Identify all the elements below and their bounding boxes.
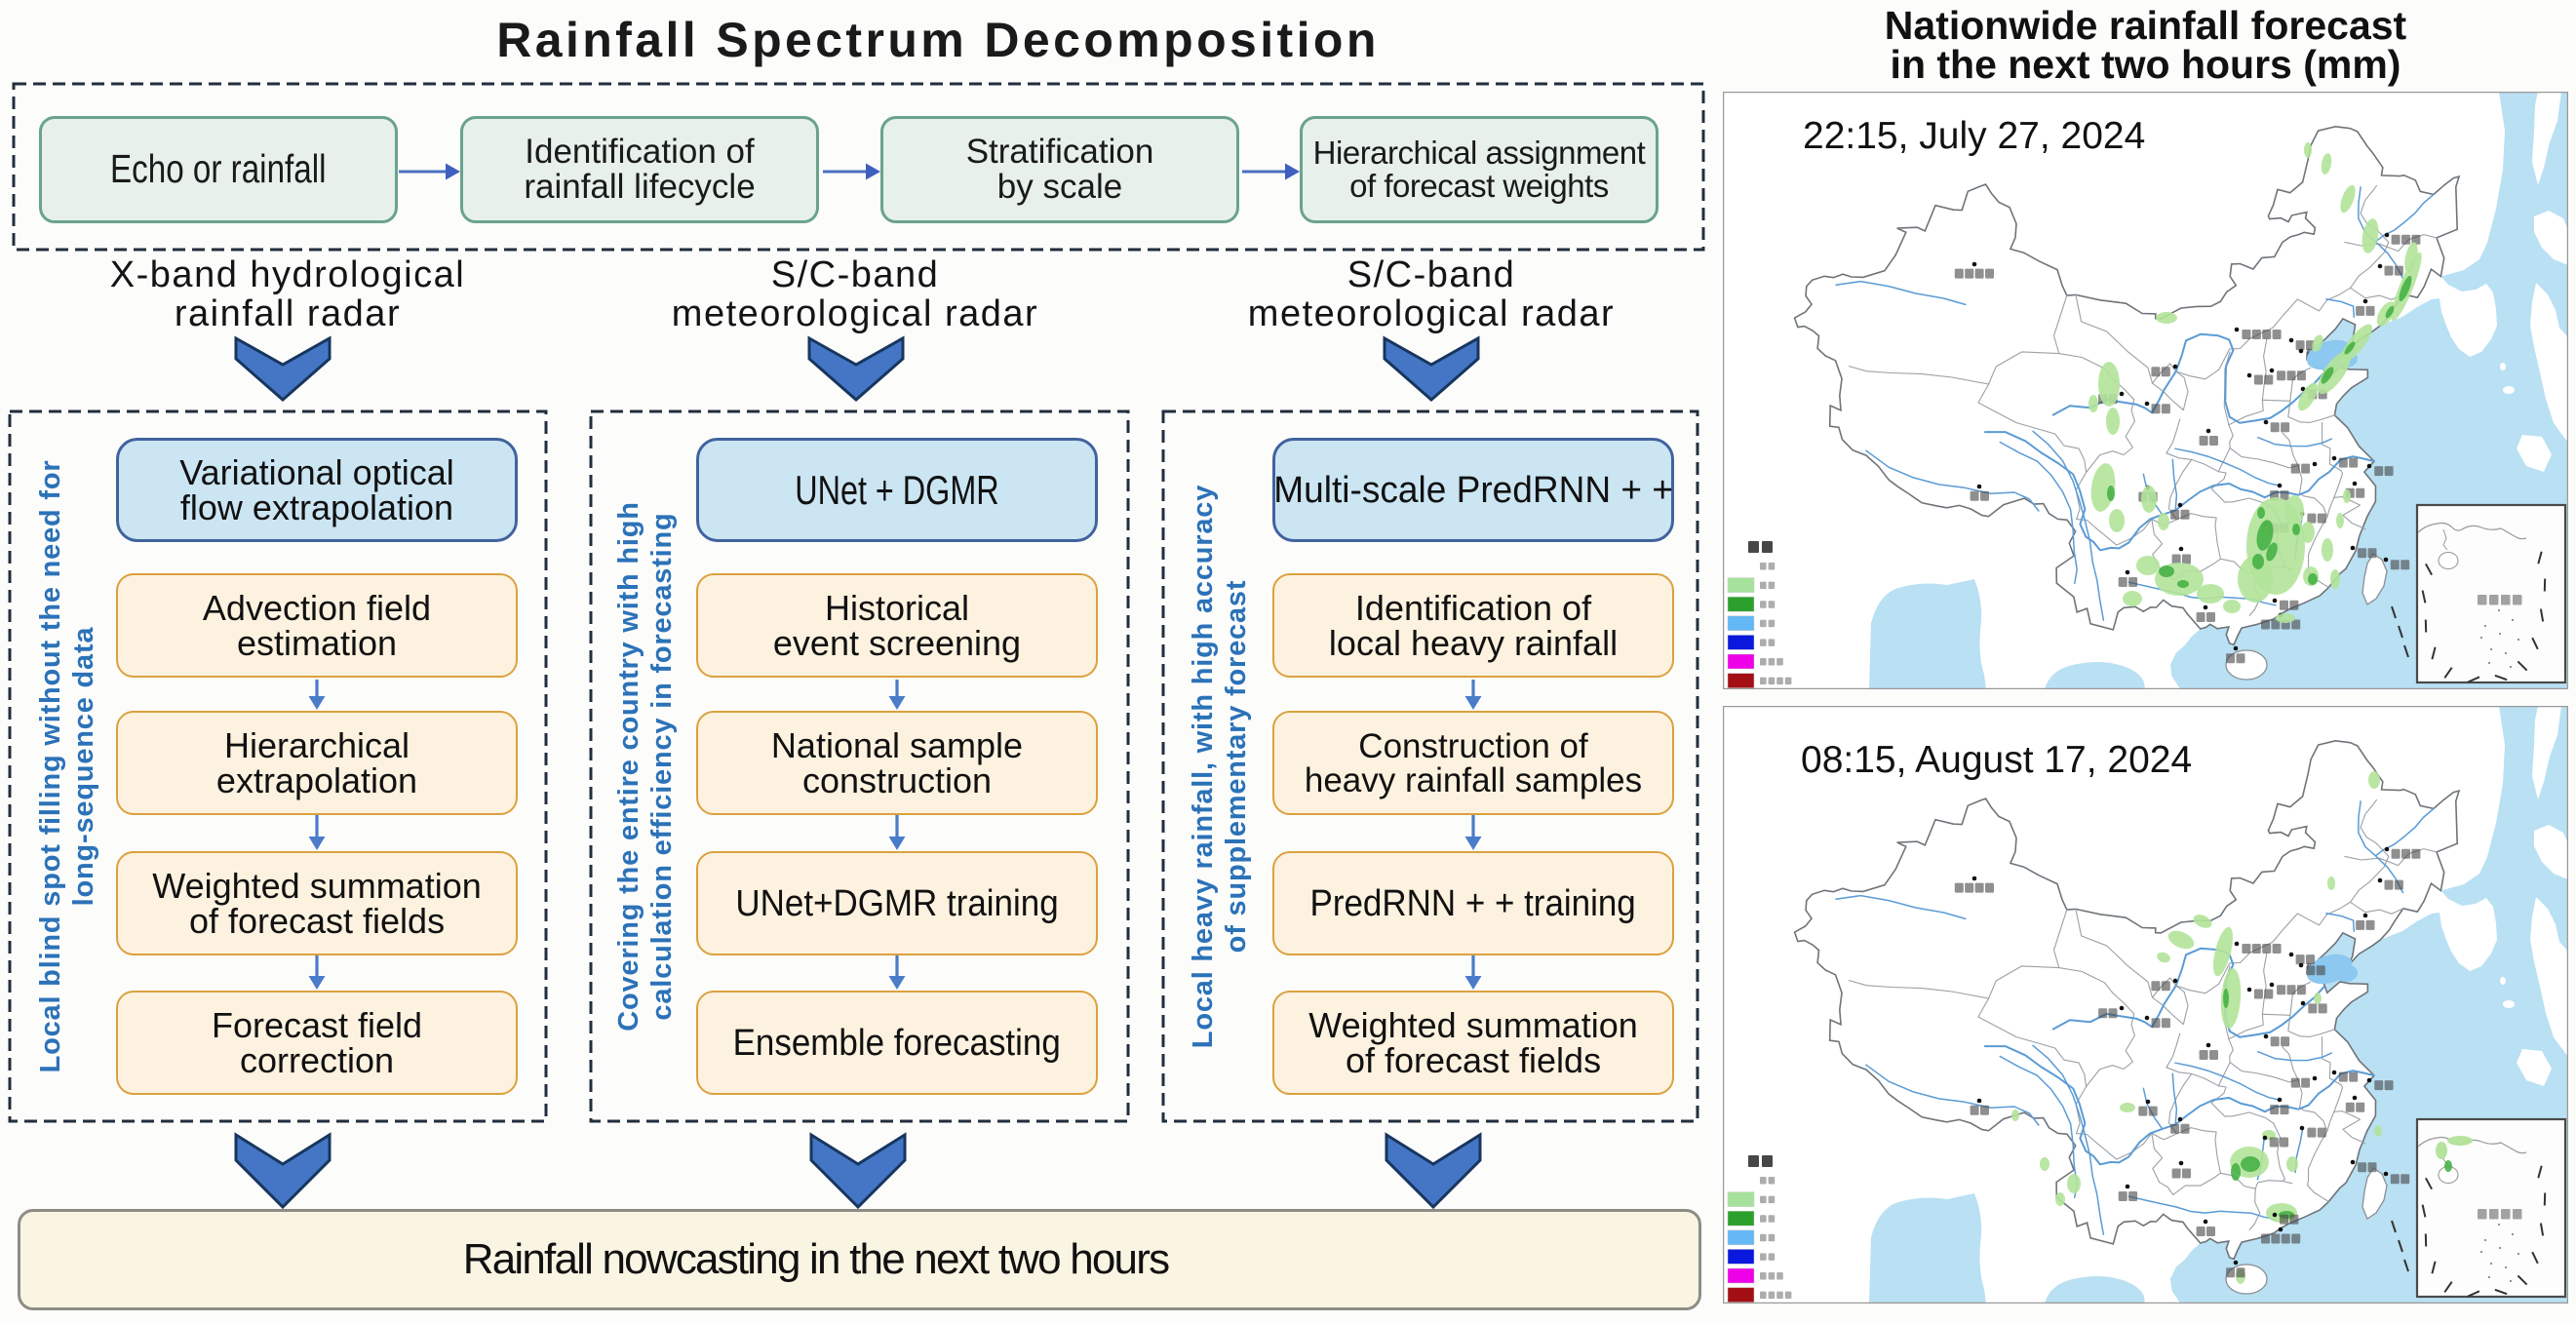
svg-text:22:15, July 27, 2024: 22:15, July 27, 2024 bbox=[1803, 115, 2145, 157]
svg-text:08:15, August 17, 2024: 08:15, August 17, 2024 bbox=[1801, 739, 2192, 781]
